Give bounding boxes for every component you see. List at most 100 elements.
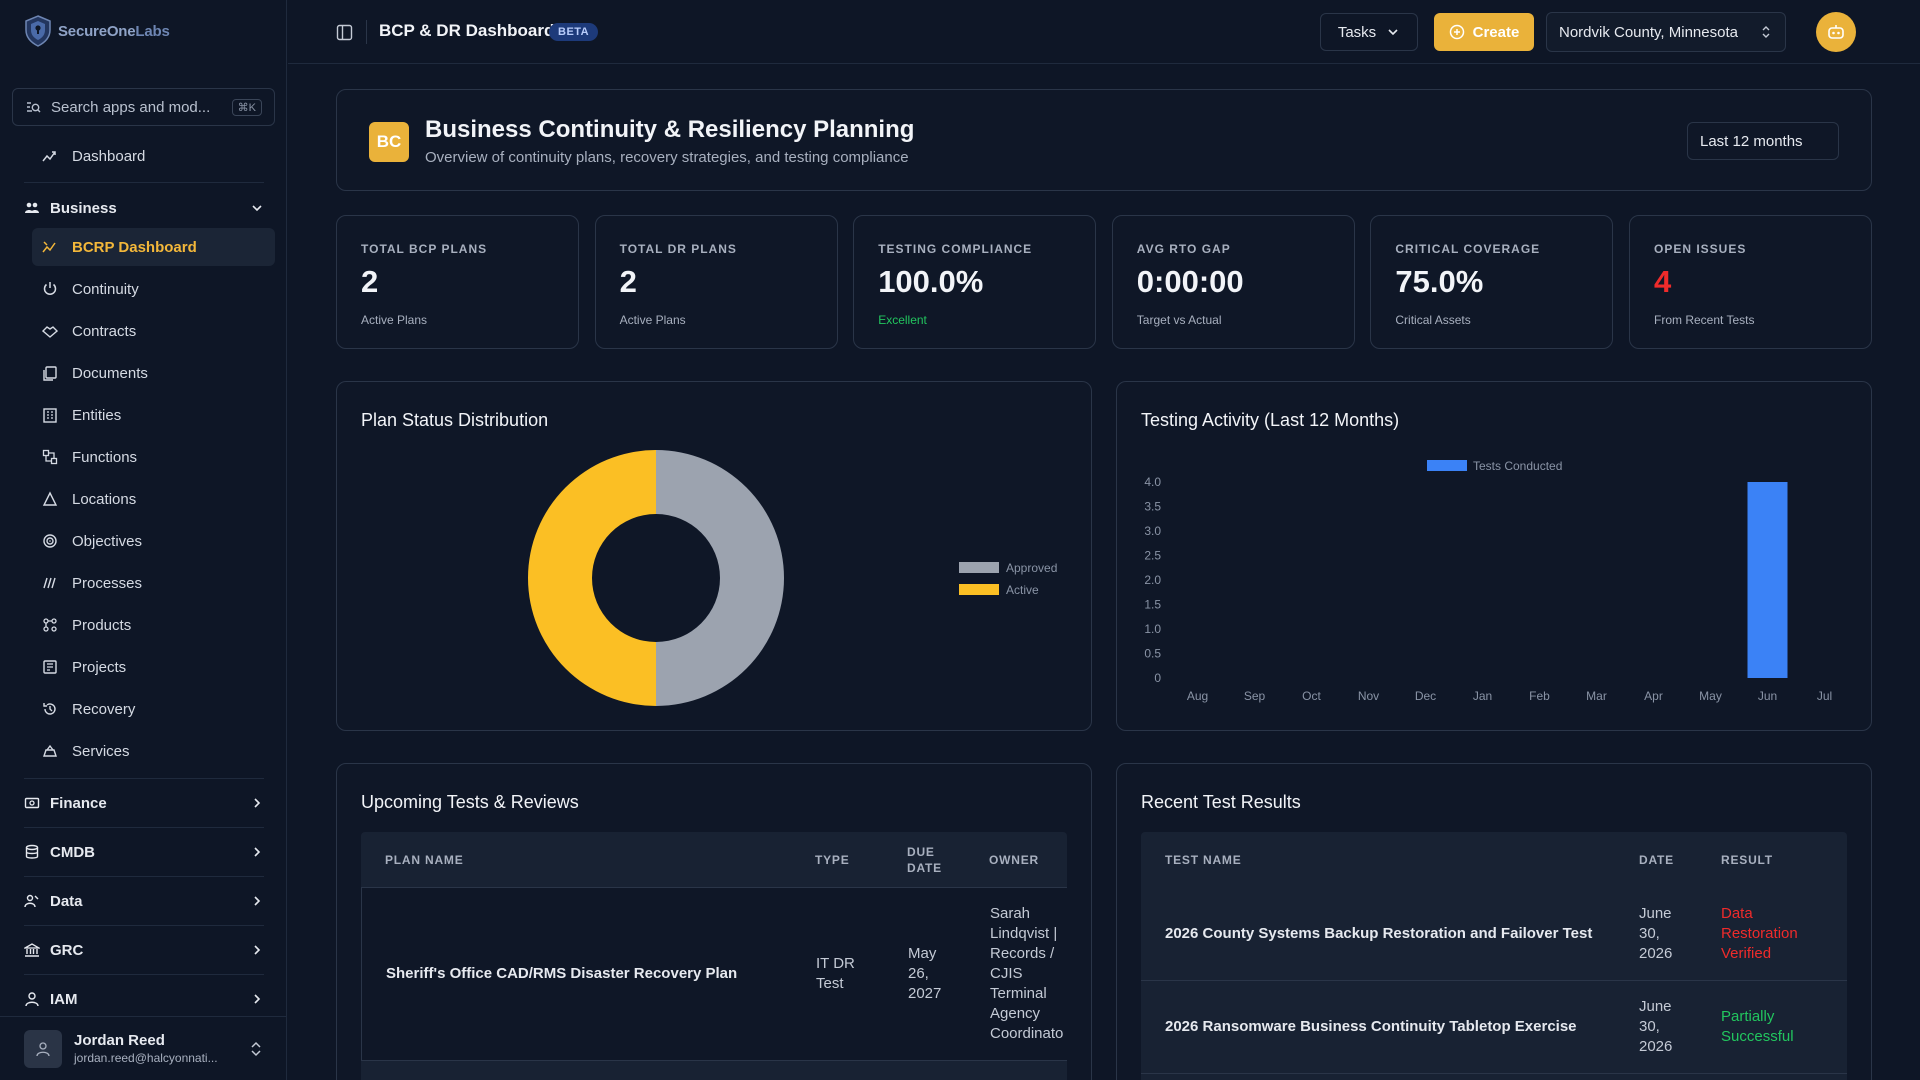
assistant-button[interactable] (1816, 12, 1856, 52)
pie-slice-active[interactable] (528, 450, 656, 706)
kpi-card-open-issues: Open Issues 4 From Recent Tests (1629, 215, 1872, 349)
testing-activity-card: Testing Activity (Last 12 Months) 0 0.5 1.… (1116, 381, 1872, 731)
table-row[interactable]: 2026 County Systems Backup Restoration a… (1141, 888, 1847, 980)
legend-label: Tests Conducted (1473, 459, 1562, 473)
page-heading: Business Continuity & Resiliency Plannin… (425, 116, 915, 143)
divider (24, 876, 264, 877)
divider (1141, 980, 1847, 981)
sidebar-group-iam[interactable]: IAM (24, 979, 264, 1019)
x-tick-label: May (1699, 689, 1722, 703)
sidebar-group-label: Data (50, 892, 83, 910)
sidebar-item-functions[interactable]: Functions (32, 438, 275, 476)
testing-activity-chart: 0 0.5 1.0 1.5 2.0 2.5 3.0 3.5 4.0 Aug Sep Oct Nov Dec… (1144, 459, 1832, 703)
topbar: BCP & DR Dashboard BETA Tasks Create Nor… (288, 0, 1920, 64)
sidebar-group-cmdb[interactable]: CMDB (24, 832, 264, 872)
handshake-icon (42, 326, 58, 338)
avatar (24, 1029, 62, 1068)
owner-cell: Sarah Lindqvist | Records / CJIS Termina… (990, 905, 1064, 1042)
page-subtitle: Overview of continuity plans, recovery s… (425, 149, 909, 166)
column-header: Owner (989, 853, 1039, 867)
y-tick-label: 3.0 (1144, 524, 1161, 538)
sidebar-group-finance[interactable]: Finance (24, 783, 264, 823)
user-menu[interactable]: Jordan Reed jordan.reed@halcyonnati... (0, 1016, 287, 1080)
y-tick-label: 2.0 (1144, 573, 1161, 587)
kpi-card-total-dr-plans: Total DR Plans 2 Active Plans (594, 215, 838, 349)
products-icon (43, 618, 57, 632)
trend-icon (42, 151, 56, 162)
kpi-value: 2 (619, 264, 637, 299)
divider (24, 182, 264, 183)
search-input[interactable]: Search apps and mod... ⌘K (12, 88, 275, 126)
divider (24, 974, 264, 975)
x-tick-label: Jul (1817, 689, 1832, 703)
divider (24, 778, 264, 779)
tasks-label: Tasks (1337, 23, 1377, 41)
organization-select[interactable]: Nordvik County, Minnesota (1546, 12, 1786, 52)
sidebar-item-objectives[interactable]: Objectives (32, 522, 275, 560)
x-tick-label: Dec (1415, 689, 1436, 703)
plan-status-card: Plan Status Distribution Approved Active (336, 381, 1092, 731)
plan-status-chart: Approved Active (528, 450, 1057, 706)
kpi-note: Critical Assets (1395, 313, 1471, 327)
table-row[interactable]: 2026 Ransomware Business Continuity Tabl… (1141, 981, 1847, 1073)
kpi-value: 75.0% (1395, 264, 1484, 299)
test-name-cell: 2026 Ransomware Business Continuity Tabl… (1165, 1018, 1577, 1035)
table-row[interactable]: Sheriff's Office CAD/RMS Disaster Recove… (361, 888, 1067, 1060)
sidebar-item-label: Objectives (72, 532, 143, 550)
create-button[interactable]: Create (1434, 13, 1534, 51)
test-name-cell: 2026 County Systems Backup Restoration a… (1165, 925, 1593, 942)
sidebar-item-recovery[interactable]: Recovery (32, 690, 275, 728)
functions-icon (42, 449, 58, 465)
sidebar-item-dashboard[interactable]: Dashboard (32, 137, 275, 175)
card-title: Upcoming Tests & Reviews (361, 792, 579, 812)
chart-icon (42, 241, 56, 253)
x-tick-label: Nov (1358, 689, 1379, 703)
pie-slice-approved[interactable] (656, 450, 784, 706)
plus-circle-icon (1449, 24, 1464, 40)
x-tick-label: Apr (1644, 689, 1663, 703)
divider (24, 925, 264, 926)
upcoming-tests-card: Upcoming Tests & Reviews Plan Name Type … (336, 763, 1092, 1080)
power-icon (43, 282, 57, 295)
upcoming-table: Plan Name Type Due Date Owner Sheriff's … (361, 832, 1067, 1080)
sidebar-item-documents[interactable]: Documents (32, 354, 275, 392)
bar-jun[interactable] (1747, 482, 1788, 678)
sidebar-item-bcrp-dashboard[interactable]: BCRP Dashboard (32, 228, 275, 266)
legend-label: Approved (1006, 561, 1057, 575)
sidebar-item-label: Projects (72, 658, 127, 676)
sidebar-item-continuity[interactable]: Continuity (32, 270, 275, 308)
sidebar-item-projects[interactable]: Projects (32, 648, 275, 686)
users-icon (25, 202, 39, 213)
kpi-note: Excellent (878, 313, 927, 327)
sidebar-item-locations[interactable]: Locations (32, 480, 275, 518)
sidebar-group-business[interactable]: Business (24, 188, 264, 228)
sidebar-item-entities[interactable]: Entities (32, 396, 275, 434)
sidebar-group-data[interactable]: Data (24, 881, 264, 921)
sidebar-group-label: Business (50, 199, 117, 217)
legend-label: Active (1006, 583, 1039, 597)
sidebar-group-grc[interactable]: GRC (24, 930, 264, 970)
x-tick-label: Oct (1302, 689, 1321, 703)
x-tick-label: Sep (1244, 689, 1266, 703)
kpi-label: Open Issues (1654, 242, 1747, 256)
logo-text: SecureOneLabs (58, 22, 170, 40)
column-header: Due Date (907, 845, 942, 875)
bot-icon (1828, 25, 1844, 39)
sidebar-item-processes[interactable]: Processes (32, 564, 275, 602)
tasks-button[interactable]: Tasks (1320, 13, 1418, 51)
sidebar-item-products[interactable]: Products (32, 606, 275, 644)
period-select[interactable]: Last 12 months (1687, 122, 1839, 160)
app-logo[interactable]: SecureOneLabs (24, 14, 170, 48)
kpi-value: 4 (1654, 264, 1672, 299)
documents-icon (43, 366, 57, 381)
kpi-card-testing-compliance: Testing Compliance 100.0% Excellent (853, 215, 1097, 349)
sidebar-item-contracts[interactable]: Contracts (32, 312, 275, 350)
sidebar-item-services[interactable]: Services (32, 732, 275, 770)
sidebar-item-label: Continuity (72, 280, 139, 298)
user-icon (25, 992, 39, 1007)
x-tick-label: Aug (1187, 689, 1208, 703)
chevron-right-icon (254, 896, 261, 906)
sidebar-toggle-icon[interactable] (336, 24, 353, 41)
column-header: Date (1639, 853, 1674, 867)
y-tick-label: 4.0 (1144, 475, 1161, 489)
